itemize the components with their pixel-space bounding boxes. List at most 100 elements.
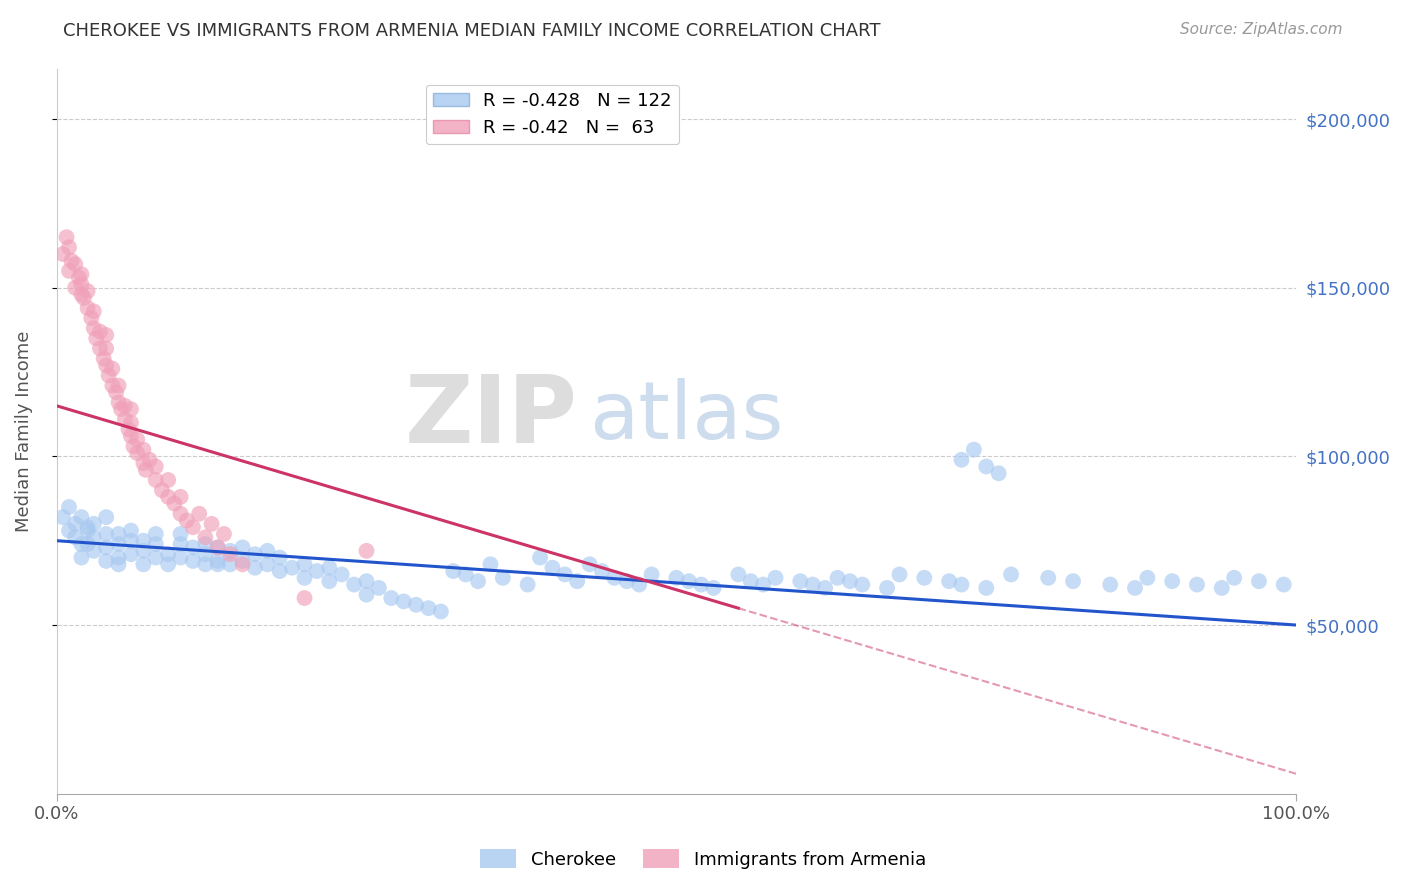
- Point: [97, 368, 120, 383]
- Point: [58, 500, 80, 514]
- Point: [169, 507, 191, 521]
- Point: [1123, 581, 1146, 595]
- Point: [1038, 571, 1060, 585]
- Point: [76, 524, 98, 538]
- Point: [163, 497, 186, 511]
- Point: [120, 416, 142, 430]
- Point: [529, 550, 551, 565]
- Point: [232, 541, 254, 555]
- Point: [107, 527, 129, 541]
- Point: [80, 311, 103, 326]
- Point: [96, 328, 118, 343]
- Point: [963, 442, 986, 457]
- Point: [616, 574, 638, 589]
- Point: [380, 591, 402, 605]
- Point: [63, 257, 86, 271]
- Point: [157, 558, 180, 572]
- Point: [367, 581, 389, 595]
- Point: [63, 516, 86, 531]
- Point: [1161, 574, 1184, 589]
- Point: [93, 351, 115, 366]
- Point: [70, 277, 93, 292]
- Point: [219, 547, 242, 561]
- Point: [132, 533, 155, 548]
- Point: [84, 331, 107, 345]
- Point: [169, 527, 191, 541]
- Point: [96, 359, 118, 373]
- Point: [132, 558, 155, 572]
- Point: [188, 507, 211, 521]
- Point: [58, 240, 80, 254]
- Point: [232, 558, 254, 572]
- Point: [76, 537, 98, 551]
- Point: [101, 361, 124, 376]
- Point: [269, 550, 291, 565]
- Point: [70, 287, 93, 301]
- Point: [219, 544, 242, 558]
- Point: [727, 567, 749, 582]
- Point: [294, 591, 316, 605]
- Point: [814, 581, 837, 595]
- Point: [89, 325, 111, 339]
- Y-axis label: Median Family Income: Median Family Income: [15, 330, 32, 532]
- Point: [101, 378, 124, 392]
- Point: [294, 558, 316, 572]
- Point: [356, 588, 378, 602]
- Point: [127, 433, 149, 447]
- Point: [138, 452, 160, 467]
- Point: [987, 467, 1010, 481]
- Point: [232, 554, 254, 568]
- Point: [63, 281, 86, 295]
- Point: [181, 520, 204, 534]
- Point: [145, 527, 167, 541]
- Point: [703, 581, 725, 595]
- Point: [219, 558, 242, 572]
- Point: [169, 550, 191, 565]
- Point: [132, 544, 155, 558]
- Point: [96, 554, 118, 568]
- Point: [110, 402, 132, 417]
- Point: [181, 541, 204, 555]
- Point: [194, 547, 217, 561]
- Point: [789, 574, 811, 589]
- Point: [454, 567, 477, 582]
- Point: [690, 577, 713, 591]
- Point: [479, 558, 502, 572]
- Point: [83, 530, 105, 544]
- Point: [96, 342, 118, 356]
- Point: [441, 564, 464, 578]
- Point: [318, 574, 340, 589]
- Point: [107, 550, 129, 565]
- Text: CHEROKEE VS IMMIGRANTS FROM ARMENIA MEDIAN FAMILY INCOME CORRELATION CHART: CHEROKEE VS IMMIGRANTS FROM ARMENIA MEDI…: [63, 22, 880, 40]
- Point: [120, 402, 142, 417]
- Point: [117, 422, 139, 436]
- Point: [114, 399, 136, 413]
- Point: [96, 527, 118, 541]
- Point: [181, 554, 204, 568]
- Point: [207, 558, 229, 572]
- Point: [60, 253, 83, 268]
- Point: [120, 524, 142, 538]
- Text: ZIP: ZIP: [405, 370, 578, 463]
- Point: [467, 574, 489, 589]
- Point: [89, 342, 111, 356]
- Point: [318, 560, 340, 574]
- Point: [567, 574, 589, 589]
- Point: [418, 601, 440, 615]
- Point: [492, 571, 515, 585]
- Point: [1062, 574, 1084, 589]
- Point: [256, 558, 278, 572]
- Point: [135, 463, 157, 477]
- Point: [83, 321, 105, 335]
- Point: [269, 564, 291, 578]
- Legend: R = -0.428   N = 122, R = -0.42   N =  63: R = -0.428 N = 122, R = -0.42 N = 63: [426, 85, 679, 145]
- Point: [392, 594, 415, 608]
- Point: [150, 483, 173, 497]
- Point: [76, 301, 98, 315]
- Point: [603, 571, 626, 585]
- Point: [207, 541, 229, 555]
- Point: [120, 429, 142, 443]
- Point: [212, 527, 235, 541]
- Point: [974, 459, 997, 474]
- Text: atlas: atlas: [589, 377, 785, 456]
